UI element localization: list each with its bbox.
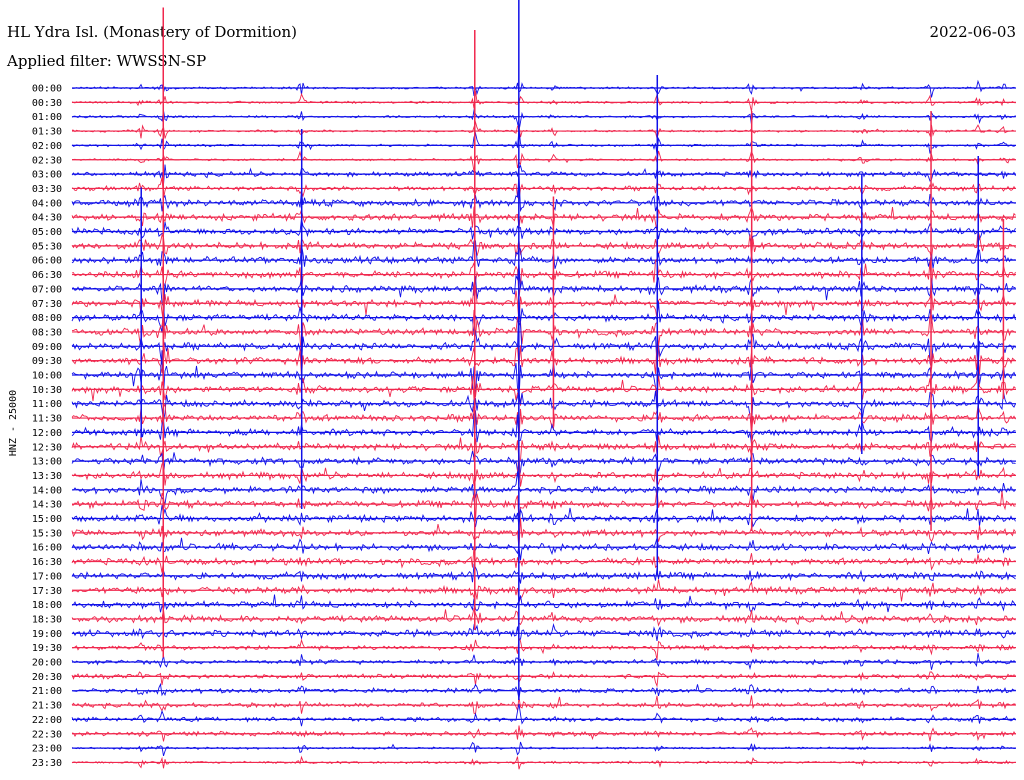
time-tick-label: 07:30 <box>32 299 62 310</box>
time-tick-label: 06:30 <box>32 270 62 281</box>
time-tick-label: 02:00 <box>32 141 62 152</box>
trace-line <box>71 563 1016 584</box>
time-tick-label: 03:30 <box>32 184 62 195</box>
trace-line <box>71 682 1016 699</box>
record-date: 2022-06-03 <box>930 23 1016 41</box>
time-tick-label: 12:30 <box>32 442 62 453</box>
trace-line <box>71 337 1016 378</box>
time-tick-label: 08:00 <box>32 313 62 324</box>
time-tick-label: 00:30 <box>32 98 62 109</box>
time-tick-label: 17:00 <box>32 571 62 582</box>
time-tick-label: 10:00 <box>32 371 62 382</box>
time-tick-label: 11:00 <box>32 399 62 410</box>
trace-line <box>71 262 1016 308</box>
time-tick-label: 16:00 <box>32 543 62 554</box>
trace-line <box>71 410 1016 445</box>
time-tick-label: 04:00 <box>32 198 62 209</box>
time-tick-label: 21:30 <box>32 701 62 712</box>
trace-line <box>71 546 1016 573</box>
trace-line <box>71 120 1016 141</box>
trace-line <box>72 487 1016 522</box>
time-tick-label: 14:30 <box>32 500 62 511</box>
station-title: HL Ydra Isl. (Monastery of Dormition) <box>7 23 297 41</box>
time-tick-label: 20:00 <box>32 658 62 669</box>
trace-line <box>71 240 1016 269</box>
time-tick-label: 17:30 <box>32 586 62 597</box>
trace-line <box>71 402 1016 442</box>
time-tick-label: 13:30 <box>32 471 62 482</box>
trace-line <box>71 108 1016 131</box>
time-tick-label: 02:30 <box>32 155 62 166</box>
trace-line <box>72 471 1016 506</box>
time-tick-label: 15:00 <box>32 514 62 525</box>
time-tick-label: 23:00 <box>32 744 62 755</box>
time-tick-label: 08:30 <box>32 327 62 338</box>
time-tick-label: 19:30 <box>32 643 62 654</box>
trace-line <box>71 505 1016 528</box>
time-tick-label: 20:30 <box>32 672 62 683</box>
trace-line <box>71 579 1016 603</box>
time-tick-label: 11:30 <box>32 414 62 425</box>
time-tick-label: 07:00 <box>32 284 62 295</box>
time-tick-label: 21:00 <box>32 686 62 697</box>
trace-line <box>71 435 1016 464</box>
trace-line <box>71 594 1016 614</box>
trace-line <box>71 79 1016 98</box>
trace-line <box>72 636 1016 661</box>
trace-lines <box>71 0 1016 770</box>
trace-line <box>71 230 1016 260</box>
trace-line <box>71 741 1016 757</box>
time-tick-label: 10:30 <box>32 385 62 396</box>
trace-line <box>71 218 1016 244</box>
time-tick-label: 09:00 <box>32 342 62 353</box>
channel-label: HNZ - 25000 <box>8 390 19 456</box>
time-tick-label: 15:30 <box>32 528 62 539</box>
time-tick-label: 13:00 <box>32 457 62 468</box>
time-tick-label: 18:00 <box>32 600 62 611</box>
time-tick-label: 16:30 <box>32 557 62 568</box>
time-tick-label: 03:00 <box>32 170 62 181</box>
trace-line <box>71 607 1016 627</box>
trace-line <box>71 257 1016 299</box>
trace-line <box>71 703 1016 727</box>
time-tick-label: 00:00 <box>32 84 62 95</box>
time-tick-label: 22:30 <box>32 729 62 740</box>
time-tick-labels: 00:00 00:30 01:00 01:30 02:00 02:30 03:00 03:30… <box>32 84 62 769</box>
time-tick-label: 06:00 <box>32 256 62 267</box>
time-tick-label: 04:30 <box>32 213 62 224</box>
time-tick-label: 19:00 <box>32 629 62 640</box>
trace-line <box>71 205 1016 232</box>
trace-line <box>71 390 1016 428</box>
time-tick-label: 23:30 <box>32 758 62 769</box>
time-tick-label: 01:00 <box>32 112 62 123</box>
trace-line <box>71 174 1016 213</box>
trace-line <box>71 537 1016 561</box>
time-tick-label: 09:30 <box>32 356 62 367</box>
trace-line <box>71 370 1016 406</box>
time-tick-label: 14:00 <box>32 485 62 496</box>
trace-line <box>71 671 1016 688</box>
trace-line <box>71 450 1016 488</box>
trace-line <box>71 128 1016 155</box>
trace-line <box>72 149 1016 172</box>
filter-label: Applied filter: WWSSN-SP <box>6 52 206 70</box>
time-tick-label: 12:00 <box>32 428 62 439</box>
time-tick-label: 18:30 <box>32 614 62 625</box>
time-tick-label: 05:30 <box>32 241 62 252</box>
time-tick-label: 05:00 <box>32 227 62 238</box>
time-tick-label: 01:30 <box>32 127 62 138</box>
trace-line <box>71 350 1016 401</box>
trace-line <box>71 91 1016 112</box>
time-tick-label: 22:00 <box>32 715 62 726</box>
